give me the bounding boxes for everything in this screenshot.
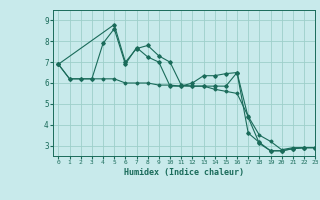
X-axis label: Humidex (Indice chaleur): Humidex (Indice chaleur) (124, 168, 244, 177)
